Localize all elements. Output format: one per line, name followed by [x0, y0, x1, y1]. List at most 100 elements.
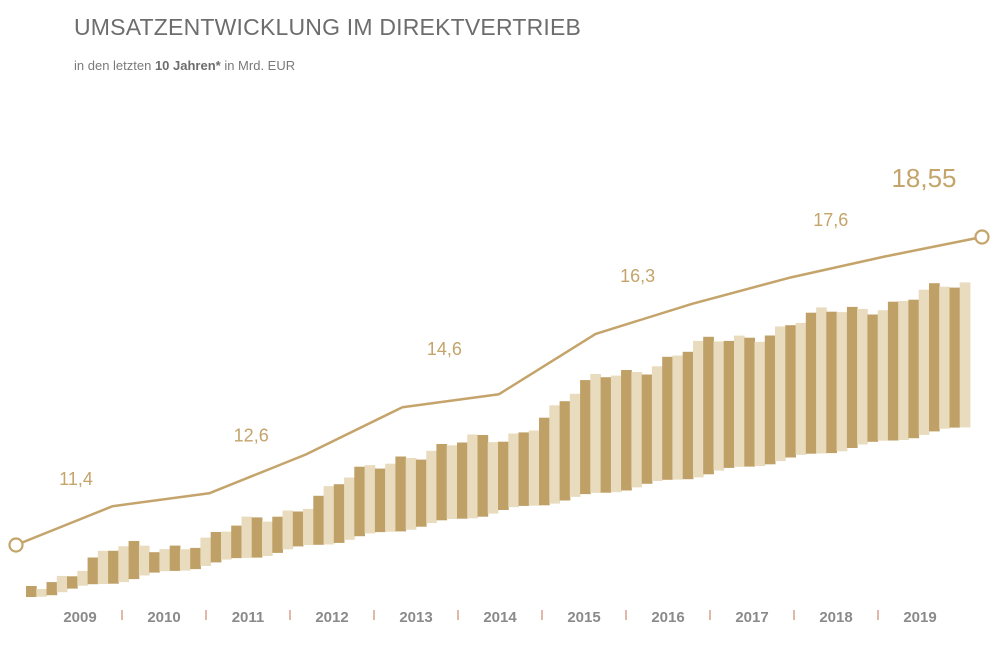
decorative-bar [857, 308, 868, 445]
decorative-bar [467, 434, 478, 519]
series-line-group [8, 229, 990, 553]
decorative-bar [703, 336, 714, 475]
decorative-bar [190, 547, 201, 570]
decorative-bar [77, 570, 88, 586]
decorative-bar [959, 282, 971, 428]
chart-title: UMSATZENTWICKLUNG IM DIREKTVERTRIEB [74, 14, 582, 40]
subtitle-post: in Mrd. EUR [220, 58, 296, 73]
decorative-bar [662, 356, 673, 480]
decorative-bar [169, 545, 181, 571]
decorative-bar [549, 405, 560, 504]
decorative-bar [887, 301, 899, 441]
decorative-bar [36, 589, 47, 597]
data-label: 16,3 [620, 266, 655, 286]
decorative-bar [908, 299, 920, 439]
decorative-bar [200, 537, 212, 566]
x-axis: 2009 2010 2011 2012 2013 2014 2015 2016 2017 2018… [63, 609, 936, 626]
x-tick-label: 2017 [735, 609, 768, 626]
decorative-bar [631, 372, 643, 488]
decorative-bar [949, 287, 961, 428]
decorative-bar [282, 510, 294, 550]
decorative-bar [826, 311, 837, 454]
chart-subtitle: in den letzten 10 Jahren* in Mrd. EUR [74, 58, 295, 73]
decorative-bar [621, 370, 632, 491]
decorative-bar [744, 337, 755, 467]
data-label: 14,6 [427, 339, 462, 359]
decorative-bar [87, 557, 99, 585]
decorative-bar [149, 552, 160, 573]
decorative-bar [528, 430, 540, 506]
decorative-bar [569, 393, 581, 497]
decorative-bar [641, 374, 653, 484]
decorative-bar [405, 458, 417, 530]
decorative-bar [374, 468, 386, 533]
decorative-bar [231, 525, 242, 559]
decorative-bar [138, 545, 150, 576]
decorative-bar [816, 307, 827, 454]
decorative-bar [518, 432, 530, 506]
decorative-bar [477, 435, 489, 517]
decorative-bar [785, 325, 796, 458]
decorative-bar [498, 441, 509, 510]
x-tick-label: 2013 [399, 609, 432, 626]
decorative-bar [559, 401, 571, 501]
decorative-bar [651, 366, 663, 481]
data-point [8, 537, 24, 553]
decorative-bar [323, 486, 335, 545]
decorative-bar [210, 532, 222, 563]
decorative-bar [67, 576, 78, 589]
decorative-bar [251, 517, 263, 558]
data-point [974, 229, 990, 245]
decorative-bar [179, 549, 191, 571]
decorative-bar [292, 511, 304, 547]
decorative-bar [713, 341, 725, 471]
decorative-bar [795, 322, 807, 455]
data-label: 11,4 [59, 469, 93, 489]
x-tick-label: 2015 [567, 609, 600, 626]
decorative-bar [898, 301, 909, 440]
x-tick-label: 2016 [651, 609, 684, 626]
decorative-bar [118, 546, 129, 583]
decorative-bar [128, 541, 140, 580]
decorative-bar [734, 335, 745, 467]
decorative-bar [877, 310, 889, 441]
decorative-bar [805, 312, 817, 454]
decorative-bar [364, 465, 376, 534]
decorative-bar [241, 516, 253, 558]
decorative-bar [344, 477, 355, 540]
subtitle-bold: 10 Jahren* [154, 58, 221, 73]
subtitle-pre: in den letzten [74, 58, 155, 73]
decorative-bar [303, 508, 314, 545]
decorative-bar [426, 450, 437, 524]
x-tick-label: 2019 [903, 609, 936, 626]
decorative-bar [590, 374, 601, 493]
decorative-bar [159, 549, 171, 572]
decorative-bar [610, 375, 622, 493]
decorative-bar [487, 442, 499, 514]
decorative-bar [939, 286, 950, 429]
decorative-bar [508, 433, 519, 508]
decorative-bar [682, 351, 694, 480]
decorative-bar [108, 550, 119, 584]
decorative-bar [446, 445, 458, 519]
decorative-bar [385, 463, 396, 532]
decorative-bar [693, 340, 704, 478]
decorative-bar [723, 340, 735, 468]
decorative-bar [836, 312, 848, 452]
data-label: 12,6 [234, 425, 269, 445]
value-labels: 11,4 12,6 14,6 16,3 17,6 18,55 [59, 163, 956, 489]
decorative-bar [867, 314, 879, 442]
decorative-bar [262, 521, 273, 556]
x-tick-label: 2012 [315, 609, 348, 626]
decorative-bar [333, 484, 345, 543]
x-tick-label: 2010 [147, 609, 180, 626]
decorative-bar [539, 417, 550, 506]
decorative-bar [395, 456, 407, 532]
decorative-bar [354, 466, 365, 537]
decorative-bar [600, 377, 612, 493]
decorative-bar [580, 380, 591, 495]
decorative-bar [46, 582, 58, 596]
x-tick-label: 2014 [483, 609, 517, 626]
decorative-bar [26, 586, 37, 597]
